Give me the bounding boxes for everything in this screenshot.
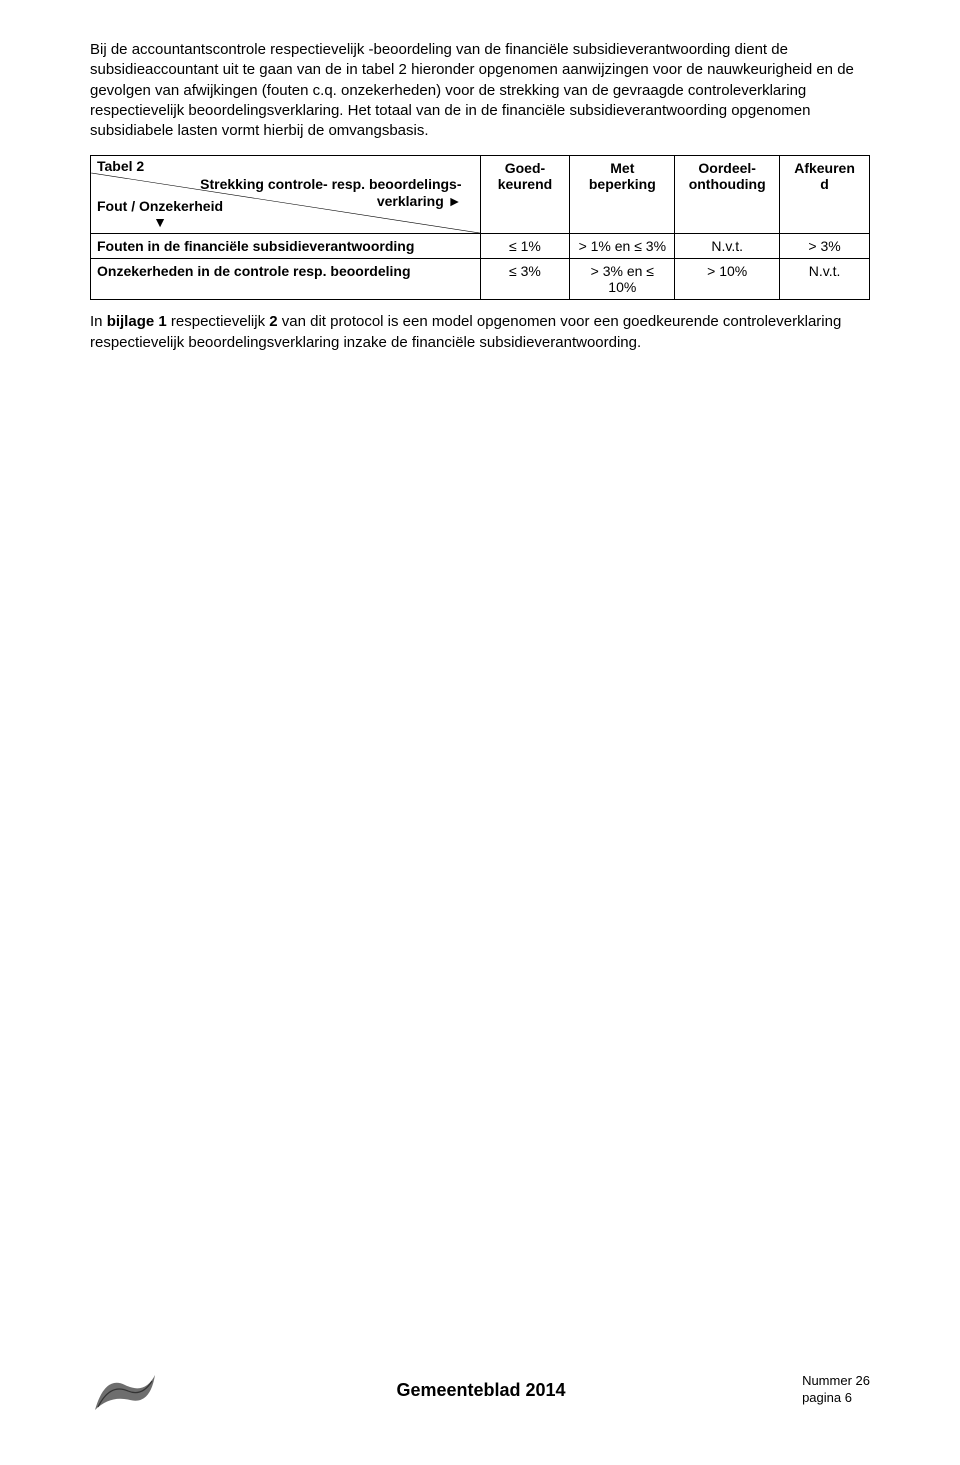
- logo-icon: [90, 1365, 160, 1415]
- table-row: Fouten in de financiële subsidieverantwo…: [91, 234, 870, 259]
- corner-bot-line1: Fout / Onzekerheid: [97, 198, 223, 214]
- header-goed-line2: keurend: [498, 176, 552, 192]
- header-beperking-text: Met beperking: [589, 160, 656, 192]
- corner-top-line1: Strekking controle- resp. beoordelings-: [200, 176, 461, 192]
- header-onth-line1: Oordeel-: [698, 160, 756, 176]
- header-beperking: Met beperking: [570, 156, 675, 234]
- paragraph-1: Bij de accountantscontrole respectieveli…: [90, 40, 870, 141]
- header-goed-line1: Goed-: [505, 160, 545, 176]
- header-goedkeurend: Goed- keurend: [480, 156, 570, 234]
- header-onth-line2: onthouding: [689, 176, 766, 192]
- paragraph-2: In bijlage 1 respectievelijk 2 van dit p…: [90, 312, 870, 353]
- corner-top-line2: verklaring ►: [377, 193, 462, 209]
- row-1-c3: > 10%: [675, 259, 780, 300]
- row-0-label: Fouten in de financiële subsidieverantwo…: [91, 234, 481, 259]
- header-afk-line1: Afkeuren: [794, 160, 855, 176]
- corner-top-label: Strekking controle- resp. beoordelings- …: [200, 176, 461, 210]
- row-0-c2: > 1% en ≤ 3%: [570, 234, 675, 259]
- row-0-c3: N.v.t.: [675, 234, 780, 259]
- row-1-c1: ≤ 3%: [480, 259, 570, 300]
- footer-line: Gemeenteblad 2014 Nummer 26 pagina 6: [90, 1365, 870, 1415]
- table-header-row: Tabel 2 Strekking controle- resp. beoord…: [91, 156, 870, 234]
- row-1-c2: > 3% en ≤ 10%: [570, 259, 675, 300]
- footer-center: Gemeenteblad 2014: [396, 1380, 565, 1401]
- header-onthouding: Oordeel- onthouding: [675, 156, 780, 234]
- corner-bot-line2: ▼: [153, 214, 167, 230]
- p2-c: respectievelijk: [167, 313, 270, 330]
- row-1-label: Onzekerheden in de controle resp. beoord…: [91, 259, 481, 300]
- logo: [90, 1365, 160, 1415]
- row-0-c1: ≤ 1%: [480, 234, 570, 259]
- row-1-c4: N.v.t.: [780, 259, 870, 300]
- header-afk-line2: d: [820, 176, 829, 192]
- page: Bij de accountantscontrole respectieveli…: [0, 0, 960, 1465]
- table-row: Onzekerheden in de controle resp. beoord…: [91, 259, 870, 300]
- table-title: Tabel 2: [97, 158, 144, 174]
- p2-b2: 2: [269, 313, 277, 330]
- corner-bottom-label: Fout / Onzekerheid ▼: [97, 198, 223, 232]
- table-2: Tabel 2 Strekking controle- resp. beoord…: [90, 155, 870, 300]
- header-afkeurend: Afkeuren d: [780, 156, 870, 234]
- footer-page: pagina 6: [802, 1390, 852, 1405]
- table-corner-cell: Tabel 2 Strekking controle- resp. beoord…: [91, 156, 481, 234]
- p2-b1: bijlage 1: [107, 313, 167, 330]
- row-0-c4: > 3%: [780, 234, 870, 259]
- p2-a: In: [90, 313, 107, 330]
- footer-number: Nummer 26: [802, 1373, 870, 1388]
- footer-right: Nummer 26 pagina 6: [802, 1373, 870, 1407]
- footer: Gemeenteblad 2014 Nummer 26 pagina 6: [90, 1365, 870, 1435]
